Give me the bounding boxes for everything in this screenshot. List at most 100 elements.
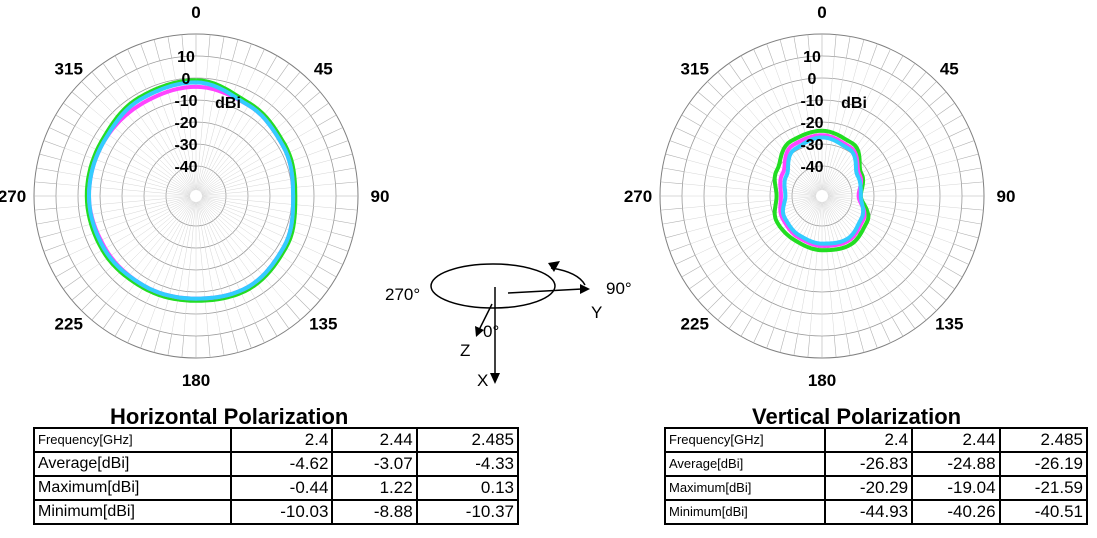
v-outer-tick — [779, 39, 787, 61]
ht-cell: 0.13 — [415, 475, 520, 501]
v-grid-spoke — [822, 201, 835, 336]
h-outer-tick — [167, 333, 172, 356]
h-outer-tick — [265, 317, 278, 337]
h-outer-tick — [81, 81, 98, 98]
v-outer-tick — [681, 265, 701, 278]
v-outer-tick — [779, 331, 787, 353]
h-outer-tick — [55, 265, 75, 278]
h-grid-spoke — [199, 81, 277, 192]
h-angle-label: 135 — [309, 314, 337, 333]
h-grid-spoke — [81, 199, 192, 277]
h-outer-tick — [265, 55, 278, 75]
v-series-1 — [778, 133, 867, 248]
v-grid-spoke — [797, 58, 822, 191]
v-outer-tick — [911, 303, 927, 321]
v-outer-tick — [929, 285, 947, 301]
vt-row: Maximum[dBi] -20.29 -19.04 -21.59 — [664, 475, 1089, 501]
v-grid-spoke — [827, 147, 954, 195]
v-outer-tick — [880, 322, 891, 343]
h-outer-tick — [335, 181, 358, 185]
h-outer-tick — [220, 333, 225, 356]
h-grid-spoke — [201, 196, 336, 209]
h-outer-tick — [231, 39, 239, 61]
v-grid-spoke — [825, 81, 903, 192]
h-outer-tick — [303, 91, 321, 107]
v-angle-label: 225 — [681, 314, 709, 333]
v-outer-tick — [717, 71, 733, 89]
v-grid-spoke — [827, 159, 958, 195]
h-grid-spoke — [197, 64, 245, 191]
v-grid-spoke — [700, 125, 817, 194]
ht-cell: -4.62 — [230, 451, 334, 477]
v-grid-spoke — [827, 183, 962, 196]
v-radial-tick-label: 10 — [803, 49, 821, 66]
h-angle-label: 315 — [55, 60, 83, 79]
v-outer-tick — [740, 317, 753, 337]
h-grid-spoke — [199, 200, 287, 304]
ht-cell: -3.07 — [331, 451, 418, 477]
v-outer-tick — [957, 231, 979, 239]
v-outer-tick — [857, 331, 865, 353]
h-radial-tick-label: -30 — [174, 137, 197, 154]
v-outer-tick — [920, 81, 937, 98]
h-grid-spoke — [58, 171, 191, 196]
ht-cell: 2.4 — [230, 427, 334, 453]
rotation-arrowhead — [548, 261, 560, 272]
v-outer-tick — [689, 102, 708, 116]
ht-row-label: Frequency[GHz] — [32, 427, 233, 453]
v-outer-tick — [911, 71, 927, 89]
h-outer-tick — [331, 153, 353, 161]
v-grid-spoke — [686, 159, 817, 195]
h-outer-tick — [327, 140, 349, 149]
h-outer-tick — [102, 63, 116, 82]
h-grid-spoke — [198, 69, 256, 191]
h-outer-tick — [243, 327, 252, 349]
v-outer-tick — [728, 310, 742, 329]
v-grid-spoke — [826, 200, 922, 296]
v-grid-spoke — [707, 115, 818, 193]
h-outer-tick — [322, 254, 343, 265]
h-outer-tick — [285, 303, 301, 321]
h-grid-spoke — [159, 60, 195, 191]
h-radial-tick-label: -20 — [174, 115, 197, 132]
h-outer-tick — [114, 317, 127, 337]
v-grid-spoke — [822, 56, 835, 191]
v-grid-spoke — [826, 199, 930, 287]
h-grid-spoke — [200, 200, 296, 296]
vertical-table-title: Vertical Polarization — [752, 404, 962, 429]
v-outer-tick — [660, 207, 683, 211]
h-outer-tick — [327, 243, 349, 252]
h-grid-spoke — [81, 115, 192, 193]
h-outer-tick — [127, 49, 138, 70]
ht-row-label: Maximum[dBi] — [32, 475, 233, 501]
h-outer-tick — [231, 331, 239, 353]
h-grid-spoke — [196, 201, 209, 336]
h-angle-label: 90 — [371, 187, 390, 206]
h-grid-spoke — [96, 200, 192, 296]
v-grid-spoke — [690, 147, 817, 195]
v-grid-spoke — [684, 171, 817, 196]
v-outer-tick — [943, 265, 963, 278]
v-angle-label: 135 — [935, 314, 963, 333]
h-outer-tick — [127, 322, 138, 343]
h-outer-tick — [71, 285, 89, 301]
h-grid-spoke — [74, 198, 191, 267]
v-grid-spoke — [822, 58, 847, 191]
h-grid-spoke — [201, 136, 323, 194]
h-radial-tick-label: -40 — [174, 159, 197, 176]
v-outer-tick — [753, 322, 764, 343]
v-outer-tick — [891, 55, 904, 75]
h-outer-tick — [303, 285, 321, 301]
vt-header-row: Frequency[GHz] 2.4 2.44 2.485 — [664, 427, 1089, 453]
v-grid-spoke — [824, 201, 882, 323]
ht-cell: -10.03 — [230, 499, 334, 525]
v-grid-spoke — [823, 60, 859, 191]
h-outer-tick — [317, 114, 337, 127]
v-outer-tick — [943, 114, 963, 127]
v-grid-spoke — [773, 64, 821, 191]
h-radial-tick-label: -10 — [174, 93, 197, 110]
h-grid-spoke — [196, 56, 209, 191]
h-outer-tick — [207, 34, 211, 57]
v-grid-spoke — [682, 183, 817, 196]
h-outer-tick — [181, 335, 185, 358]
